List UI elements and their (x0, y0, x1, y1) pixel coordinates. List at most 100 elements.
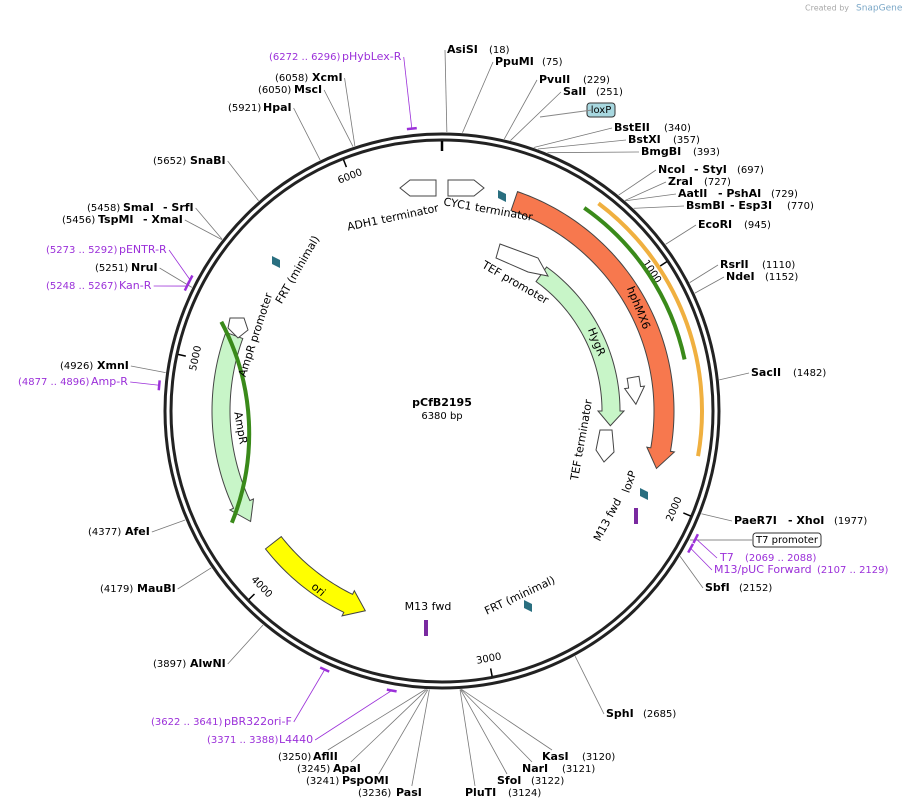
primer-range: (5248 .. 5267) (46, 281, 118, 292)
site-pos: (3122) (531, 776, 564, 787)
feature-arrow (447, 179, 485, 197)
site-name: SphI (606, 707, 634, 720)
site: SmaI - SrfI (5458) (87, 201, 194, 214)
primer-name: M13/pUC Forward (714, 563, 812, 576)
feature-marker (524, 600, 532, 612)
site-pos: (251) (596, 87, 623, 98)
site-leader (184, 219, 223, 240)
site: TspMI - XmaI (5456) (62, 213, 183, 226)
ring-tick-label: 3000 (475, 651, 502, 667)
site: SalI (251) (563, 85, 623, 98)
feature-marker (640, 488, 648, 500)
site: NcoI - StyI (697) (658, 163, 764, 176)
site-leader (462, 61, 494, 133)
site-leader (327, 689, 426, 751)
feature-arrow (495, 243, 549, 277)
site-name: XmnI (97, 359, 129, 372)
feature-label: TEF terminator (568, 398, 595, 482)
site-pos: (3120) (582, 752, 615, 763)
feature-arrow (399, 179, 437, 197)
site-leader (719, 372, 750, 381)
feature-bar (597, 201, 704, 457)
site-name: SfoI (497, 774, 521, 787)
site: HpaI(5921) (228, 101, 292, 114)
primer-name: pHybLex-R (342, 50, 402, 63)
site-leader (574, 656, 605, 715)
site-pos: (3250) (278, 752, 311, 763)
site: PpuMI (75) (495, 55, 563, 68)
site-leader (618, 169, 657, 196)
site-pos: (393) (693, 147, 720, 158)
site-name: NdeI (726, 270, 755, 283)
site: MauBI (4179) (100, 582, 176, 595)
site: AlwNI (3897) (153, 657, 226, 670)
primer-range: (5273 .. 5292) (46, 245, 118, 256)
site: XmnI (4926) (60, 359, 129, 372)
site-leader (350, 689, 428, 763)
site: ZraI (727) (668, 175, 731, 188)
site-leader (460, 689, 508, 775)
primer-range: (3371 .. 3388) (207, 735, 279, 746)
primer-name: pBR322ori-F (224, 715, 292, 728)
site-name: PpuMI (495, 55, 534, 68)
feature-arrow (264, 535, 367, 617)
site-name: PluTI (465, 786, 496, 799)
leader (539, 109, 593, 118)
site: AflII(3250) (278, 750, 338, 763)
site-pos: (945) (744, 220, 771, 231)
site: KasI (3120) (542, 750, 615, 763)
site-name: AsiSI (447, 43, 478, 56)
site-leader (689, 264, 719, 283)
primer: Amp-R(4877 .. 4896) (18, 375, 128, 388)
primer-mark (319, 666, 330, 673)
site-pos: (1482) (793, 368, 826, 379)
feature-marker (272, 256, 280, 268)
site-pos: (3124) (508, 788, 541, 799)
feature-label: M13 fwd (405, 600, 452, 613)
m13-marker (634, 508, 638, 524)
primer-range: (3622 .. 3641) (151, 717, 223, 728)
site-name: NruI (131, 261, 158, 274)
site-alt: - XhoI (788, 514, 824, 527)
ring-tick (659, 260, 668, 267)
site: AatII - PshAI (729) (678, 187, 798, 200)
feature-marker (498, 190, 506, 202)
site-leader (461, 688, 553, 751)
site-leader (378, 689, 429, 775)
feature-label: FRT (minimal) (273, 233, 322, 306)
site: SbfI (2152) (705, 581, 772, 594)
site-leader (444, 49, 448, 133)
site-leader (533, 127, 613, 148)
site-leader (701, 513, 733, 522)
primer-mark (183, 281, 191, 292)
primer-leader (293, 669, 326, 723)
site-name: TspMI (98, 213, 134, 226)
primer-range: (2107 .. 2129) (817, 565, 889, 576)
primer-name: T7 (719, 551, 734, 564)
site: SphI (2685) (606, 707, 676, 720)
feature-arrow (211, 331, 255, 523)
site-pos: (357) (673, 135, 700, 146)
site-leader (151, 519, 186, 533)
site-leader (625, 193, 677, 202)
site: EcoRI (945) (698, 218, 771, 231)
site-pos: (3245) (297, 764, 330, 775)
features (211, 179, 704, 636)
site-pos: (1110) (762, 260, 795, 271)
site-pos: (340) (664, 123, 691, 134)
site: SfoI (3122) (497, 774, 564, 787)
site-alt: - Esp3I (730, 199, 772, 212)
feature-label: ADH1 terminator (346, 201, 440, 233)
site: PasI (3236) (358, 786, 422, 799)
site-name: AfeI (125, 525, 150, 538)
site-leader (460, 689, 533, 763)
site-pos: (770) (787, 201, 814, 212)
site-pos: (5921) (228, 103, 261, 114)
loxp-label: loxP (591, 105, 612, 116)
site-name: NarI (522, 762, 548, 775)
site-name: PaeR7I (734, 514, 777, 527)
site-pos: (3121) (562, 764, 595, 775)
site: AfeI (4377) (88, 525, 150, 538)
primer-leader (690, 547, 713, 571)
site: PspOMI(3241) (306, 774, 389, 787)
